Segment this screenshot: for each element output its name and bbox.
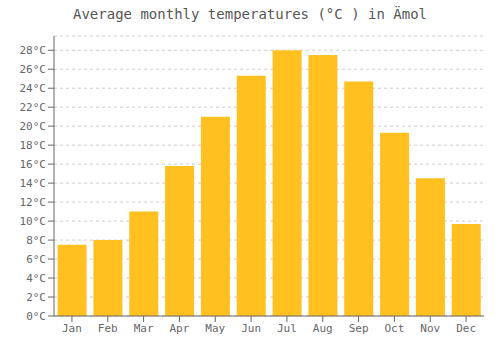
svg-text:Mar: Mar [134,322,154,335]
svg-text:Apr: Apr [169,322,189,335]
svg-text:6°C: 6°C [26,253,46,266]
svg-text:Jun: Jun [241,322,261,335]
svg-text:Oct: Oct [384,322,404,335]
svg-text:8°C: 8°C [26,234,46,247]
svg-text:16°C: 16°C [20,158,47,171]
svg-text:12°C: 12°C [20,196,47,209]
svg-text:Feb: Feb [98,322,118,335]
svg-text:Jul: Jul [277,322,297,335]
svg-text:22°C: 22°C [20,101,47,114]
svg-text:Nov: Nov [420,322,440,335]
svg-text:24°C: 24°C [20,82,47,95]
svg-text:May: May [205,322,225,335]
svg-text:2°C: 2°C [26,291,46,304]
svg-text:20°C: 20°C [20,120,47,133]
svg-text:26°C: 26°C [20,63,47,76]
svg-text:14°C: 14°C [20,177,47,190]
svg-text:Dec: Dec [456,322,476,335]
svg-text:Jan: Jan [62,322,82,335]
svg-text:4°C: 4°C [26,272,46,285]
svg-text:28°C: 28°C [20,44,47,57]
svg-text:0°C: 0°C [26,310,46,323]
svg-text:10°C: 10°C [20,215,47,228]
svg-text:18°C: 18°C [20,139,47,152]
svg-text:Aug: Aug [313,322,333,335]
svg-text:Sep: Sep [349,322,369,335]
html-text:Average monthly temperatures (: Average monthly temperatures (°C ) in Äm… [73,6,427,22]
